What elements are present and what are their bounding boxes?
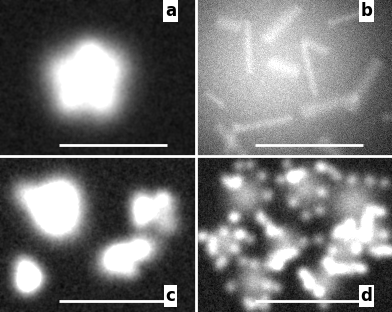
Text: a: a — [165, 2, 176, 20]
Text: b: b — [361, 2, 372, 20]
Text: d: d — [361, 287, 372, 305]
Text: c: c — [165, 287, 176, 305]
